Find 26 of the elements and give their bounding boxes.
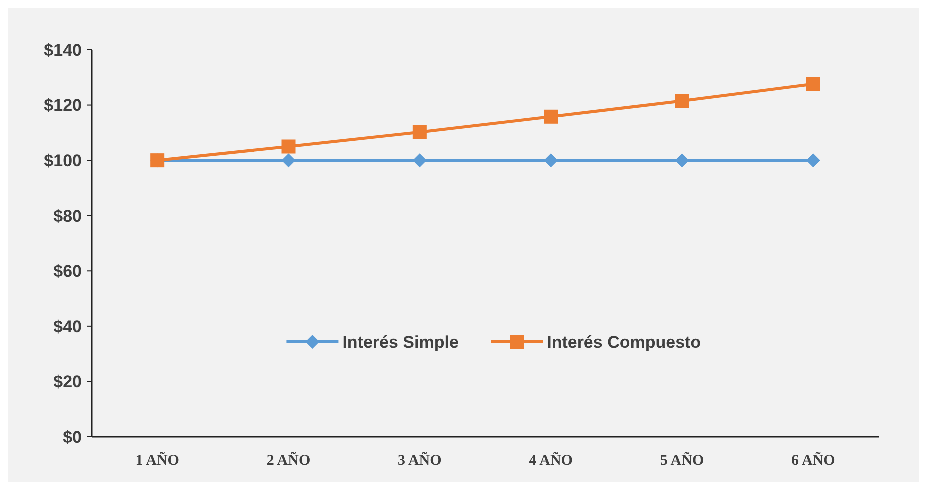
point: [412, 125, 427, 140]
point: [544, 154, 558, 168]
y-tick-label: $120: [44, 96, 82, 116]
y-tick-label: $140: [44, 40, 82, 60]
point: [675, 154, 690, 168]
legend-label: Interés Simple: [342, 332, 459, 352]
point: [412, 154, 427, 168]
point: [282, 140, 296, 154]
x-tick-label: 1 AÑO: [136, 452, 180, 469]
point: [282, 154, 296, 168]
y-tick-label: $80: [54, 206, 82, 226]
x-tick-label: 3 AÑO: [398, 452, 442, 469]
legend-label: Interés Compuesto: [547, 332, 702, 352]
point: [806, 154, 820, 168]
y-tick-label: $20: [54, 372, 82, 392]
point: [806, 77, 820, 92]
x-tick-label: 6 AÑO: [792, 452, 836, 469]
y-tick-label: $0: [63, 428, 82, 447]
x-tick-label: 4 AÑO: [529, 452, 573, 469]
y-tick-label: $100: [44, 152, 82, 171]
point: [675, 94, 690, 108]
x-tick-label: 5 AÑO: [660, 452, 704, 469]
point: [544, 110, 558, 124]
x-tick-label: 2 AÑO: [266, 452, 311, 469]
y-tick-label: $60: [54, 262, 82, 282]
y-tick-label: $40: [54, 317, 82, 336]
